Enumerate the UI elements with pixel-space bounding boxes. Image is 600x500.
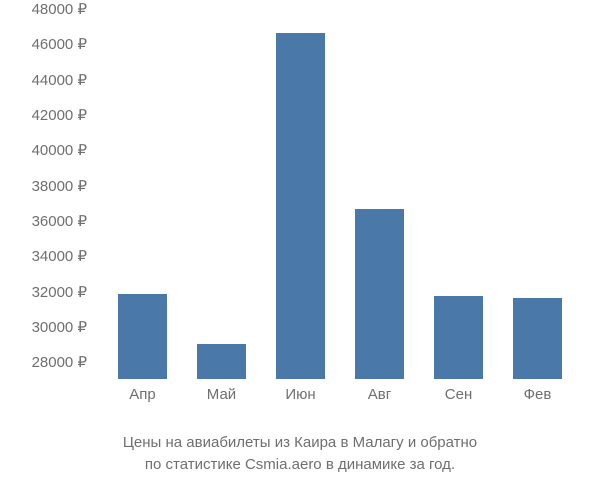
chart-caption: Цены на авиабилеты из Каира в Малагу и о… [0, 432, 600, 476]
bar-slot [261, 0, 340, 379]
x-tick: Апр [103, 386, 182, 403]
y-axis: 28000 ₽ 30000 ₽ 32000 ₽ 34000 ₽ 36000 ₽ 38000… [0, 0, 95, 380]
y-tick: 42000 ₽ [32, 106, 87, 124]
x-tick: Май [182, 386, 261, 403]
x-tick: Июн [261, 386, 340, 403]
y-tick: 34000 ₽ [32, 247, 87, 265]
bar-slot [103, 0, 182, 379]
x-axis: АпрМайИюнАвгСенФев [95, 386, 585, 403]
bar [118, 294, 167, 379]
caption-line-1: Цены на авиабилеты из Каира в Малагу и о… [123, 434, 477, 451]
bar [434, 296, 483, 379]
bar-slot [340, 0, 419, 379]
price-chart: 28000 ₽ 30000 ₽ 32000 ₽ 34000 ₽ 36000 ₽ 38000… [0, 0, 600, 420]
y-tick: 40000 ₽ [32, 141, 87, 159]
bar-slot [419, 0, 498, 379]
y-tick: 36000 ₽ [32, 212, 87, 230]
plot-area [95, 0, 585, 380]
y-tick: 44000 ₽ [32, 71, 87, 89]
x-tick: Авг [340, 386, 419, 403]
x-tick: Фев [498, 386, 577, 403]
bars-container [95, 0, 585, 379]
bar [276, 33, 325, 379]
bar [197, 344, 246, 379]
caption-line-2: по статистике Csmia.aero в динамике за г… [145, 456, 455, 473]
bar [513, 298, 562, 379]
y-tick: 38000 ₽ [32, 177, 87, 195]
y-tick: 30000 ₽ [32, 318, 87, 336]
y-tick: 48000 ₽ [32, 0, 87, 18]
bar-slot [182, 0, 261, 379]
y-tick: 28000 ₽ [32, 353, 87, 371]
y-tick: 32000 ₽ [32, 283, 87, 301]
bar-slot [498, 0, 577, 379]
x-tick: Сен [419, 386, 498, 403]
y-tick: 46000 ₽ [32, 35, 87, 53]
bar [355, 209, 404, 379]
